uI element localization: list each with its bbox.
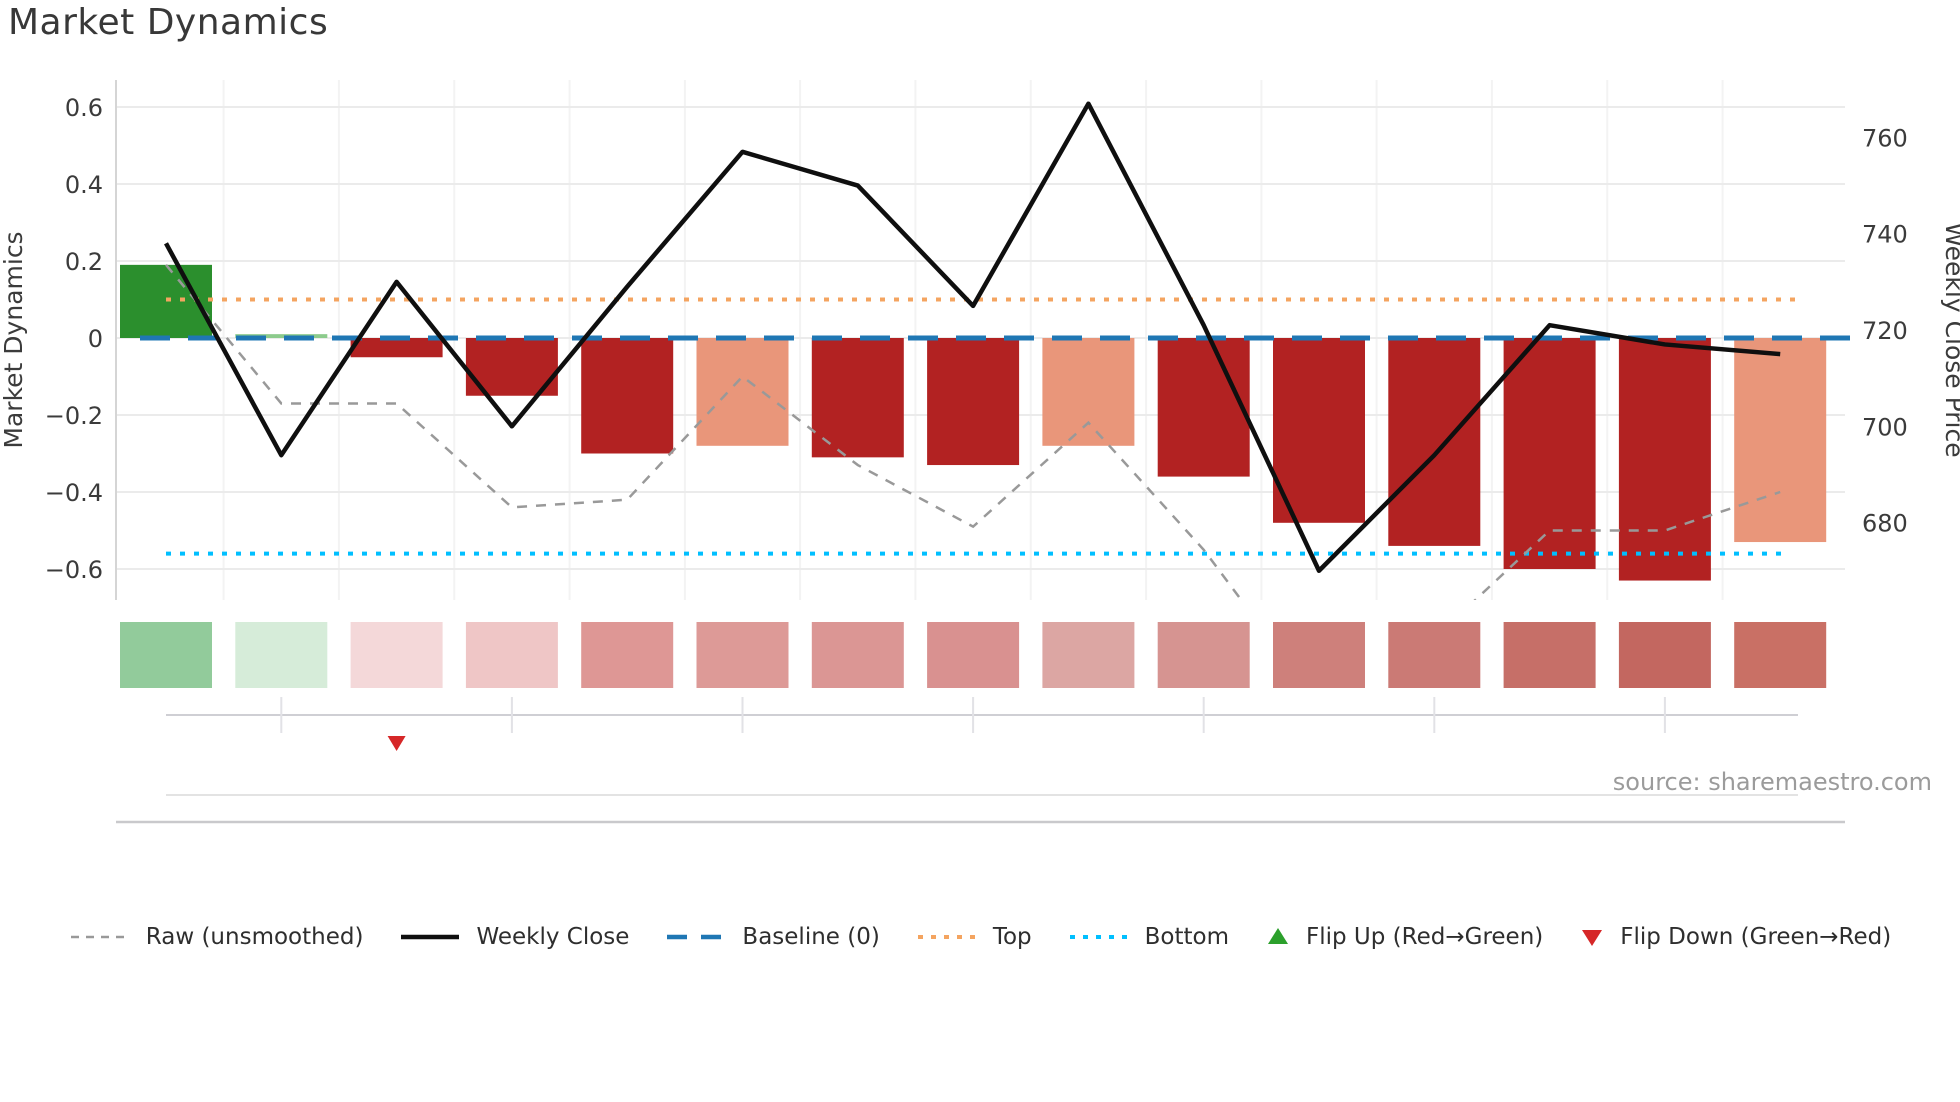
legend-item-bottom: Bottom [1068, 924, 1229, 950]
weekly-close-line [164, 101, 1781, 573]
heatmap-cell [120, 622, 212, 688]
heatmap-cell [1273, 622, 1365, 688]
heatmap-cell [350, 622, 443, 688]
legend-item-flip-down: Flip Down (Green→Red) [1579, 924, 1891, 950]
heatmap-cell [1388, 622, 1481, 688]
left-tick-label: 0.6 [65, 94, 103, 122]
right-tick-label: 740 [1862, 221, 1908, 249]
legend-sample-baseline-line [667, 934, 726, 940]
legend-sample-flip-up-icon [1268, 928, 1289, 944]
bar [1734, 338, 1827, 543]
heatmap-cell [581, 622, 674, 688]
legend: Raw (unsmoothed) Weekly Close Baseline (0)… [0, 924, 1960, 950]
heatmap-cell [1157, 622, 1250, 688]
heatmap-cell [1503, 622, 1596, 688]
legend-item-top: Top [916, 924, 1032, 950]
legend-item-weekly-close: Weekly Close [399, 924, 629, 950]
heatmap-cell [696, 622, 789, 688]
legend-label-baseline: Baseline (0) [742, 924, 880, 950]
left-tick-label: 0.2 [65, 248, 103, 276]
right-tick-label: 760 [1862, 124, 1908, 152]
legend-item-flip-up: Flip Up (Red→Green) [1265, 924, 1543, 950]
bar [811, 338, 904, 458]
legend-sample-bottom-line [1069, 935, 1128, 939]
right-tick-label: 720 [1862, 317, 1908, 345]
left-tick-label: 0 [88, 325, 103, 353]
legend-item-baseline: Baseline (0) [665, 924, 880, 950]
bar [1273, 338, 1365, 523]
left-tick-label: 0.4 [65, 171, 103, 199]
heatmap-cell [927, 622, 1020, 688]
heatmap-cell [1042, 622, 1135, 688]
heatmap-cell [1734, 622, 1827, 688]
legend-label-flip-down: Flip Down (Green→Red) [1620, 924, 1892, 950]
bar [1618, 338, 1711, 581]
bar [927, 338, 1020, 466]
bar [350, 338, 443, 358]
left-tick-label: −0.4 [45, 479, 103, 507]
legend-label-weekly-close: Weekly Close [476, 924, 630, 950]
heatmap-cell [811, 622, 904, 688]
left-tick-label: −0.6 [45, 556, 103, 584]
legend-sample-flip-down-icon [1582, 930, 1603, 946]
legend-label-bottom: Bottom [1144, 924, 1230, 950]
bar [235, 334, 328, 338]
heatmap-cell [235, 622, 328, 688]
source-credit: source: sharemaestro.com [1612, 768, 1932, 796]
legend-sample-raw-line [70, 935, 129, 939]
legend-label-raw: Raw (unsmoothed) [145, 924, 364, 950]
legend-sample-weekly-close-line [401, 934, 460, 940]
legend-item-raw: Raw (unsmoothed) [69, 924, 364, 950]
left-tick-label: −0.2 [45, 402, 103, 430]
right-tick-label: 700 [1862, 413, 1908, 441]
bar [1157, 338, 1250, 477]
bar [696, 338, 789, 446]
heatmap-cell [1618, 622, 1711, 688]
bar [1503, 338, 1596, 569]
right-axis-label: Weekly Close Price [1940, 222, 1960, 457]
raw-line [165, 264, 1781, 600]
legend-label-flip-up: Flip Up (Red→Green) [1306, 924, 1544, 950]
flip-down-marker [387, 736, 406, 751]
legend-label-top: Top [992, 924, 1032, 950]
chart-title: Market Dynamics [8, 2, 329, 43]
right-tick-label: 680 [1862, 510, 1908, 538]
bar [1042, 338, 1135, 446]
left-axis-label: Market Dynamics [0, 231, 28, 448]
bar [581, 338, 674, 454]
heatmap-cell [465, 622, 558, 688]
legend-sample-top-line [917, 935, 976, 939]
bar [1388, 338, 1481, 546]
